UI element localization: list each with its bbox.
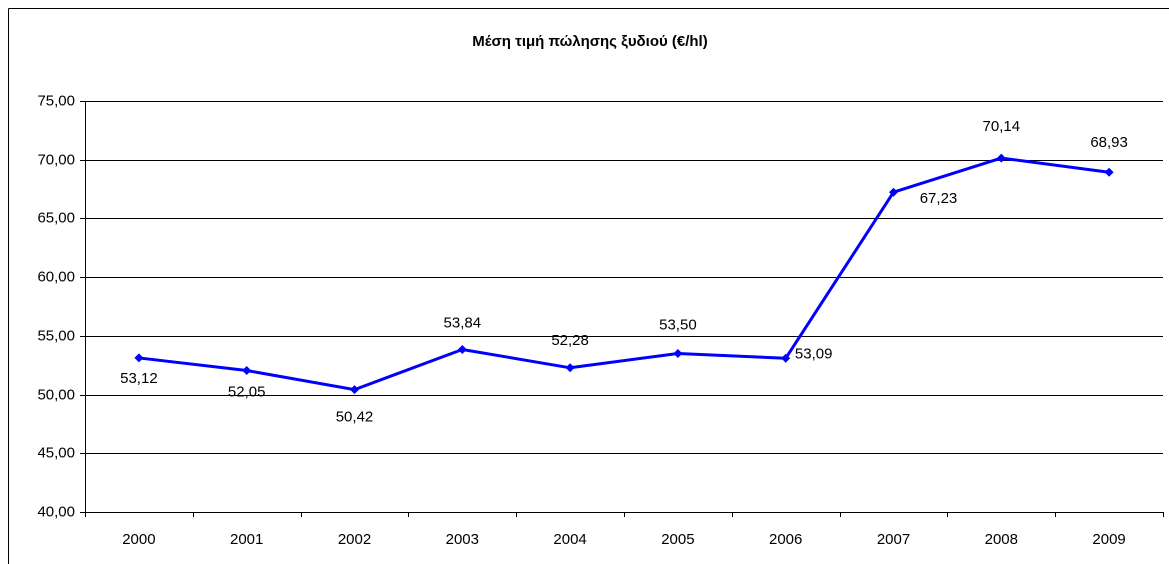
data-label: 50,42 [336,409,374,426]
y-tick-label: 60,00 [37,268,75,285]
y-tick-label: 45,00 [37,444,75,461]
data-label: 53,12 [120,370,158,387]
marker [673,348,683,358]
x-tick-label: 2007 [877,531,910,548]
x-tick-label: 2002 [338,531,371,548]
data-label: 70,14 [983,118,1021,135]
marker [889,187,898,197]
data-label: 53,50 [659,316,697,333]
y-tick-label: 65,00 [37,209,75,226]
marker [1104,167,1114,177]
x-tick-label: 2005 [661,531,694,548]
series-line [138,156,1110,392]
y-tick-label: 40,00 [37,503,75,520]
data-label: 52,05 [228,383,266,400]
data-label: 68,93 [1090,134,1128,151]
marker [134,353,144,363]
x-tick-label: 2008 [985,531,1018,548]
x-tick-label: 2000 [122,531,155,548]
y-tick-label: 50,00 [37,386,75,403]
x-tick-label: 2004 [553,531,586,548]
data-label: 67,23 [920,190,958,207]
x-tick-label: 2006 [769,531,802,548]
marker [996,153,1006,163]
chart-title: Μέση τιμή πώλησης ξυδιού (€/hl) [472,33,707,50]
data-label: 53,84 [444,314,482,331]
marker [565,363,575,373]
marker [350,385,359,395]
marker [781,353,791,363]
y-tick-label: 55,00 [37,327,75,344]
marker [242,365,252,375]
x-tick-label: 2009 [1092,531,1125,548]
y-tick-label: 70,00 [37,151,75,168]
data-label: 53,09 [795,345,833,362]
x-tick-label: 2003 [446,531,479,548]
marker [457,344,467,354]
data-label: 52,28 [551,332,589,349]
x-tick-label: 2001 [230,531,263,548]
y-tick-label: 75,00 [37,92,75,109]
